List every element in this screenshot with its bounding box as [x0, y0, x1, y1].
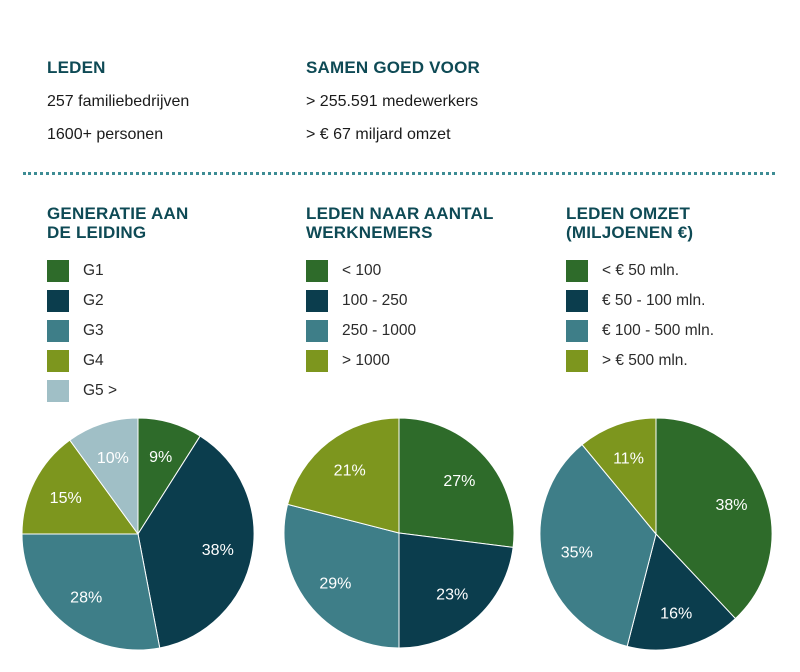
legend-label: G4: [83, 352, 104, 369]
legend-label: > 1000: [342, 352, 390, 369]
pie-slice: [539, 443, 657, 647]
pie-slice-label: 23%: [436, 586, 468, 603]
leden-stat-companies: 257 familiebedrijven: [47, 93, 190, 110]
pie-slice-label: 28%: [70, 590, 102, 607]
legend-swatch: [566, 320, 588, 342]
legend-label: G5 >: [83, 382, 118, 399]
legend-label: € 100 - 500 mln.: [602, 322, 715, 339]
legend-swatch: [47, 260, 69, 282]
pie-slice: [398, 532, 514, 649]
chart-title-omzet: LEDEN OMZET (MILJOENEN €): [566, 204, 693, 242]
pie-slice: [69, 417, 139, 536]
pie-slice: [21, 533, 161, 651]
pie-slice: [21, 439, 139, 535]
pie-chart-generatie: 9% 38% 28% 15% 10%: [21, 417, 255, 651]
legend-label: G2: [83, 292, 104, 309]
leden-stat-persons: 1600+ personen: [47, 126, 164, 143]
legend-label: 100 - 250: [342, 292, 408, 309]
legend-item: € 100 - 500 mln.: [566, 316, 714, 346]
chart-title-generatie: GENERATIE AAN DE LEIDING: [47, 204, 188, 242]
pie-slice: [655, 417, 773, 620]
pie-chart-werknemers: 27% 23% 29% 21%: [283, 417, 515, 649]
legend-label: < 100: [342, 262, 382, 279]
pie-slice: [137, 435, 255, 649]
pie-slice-label: 9%: [149, 449, 172, 466]
legend-swatch: [47, 290, 69, 312]
legend-item: € 50 - 100 mln.: [566, 286, 714, 316]
dotted-divider: [23, 172, 775, 175]
chart-title-line: DE LEIDING: [47, 223, 147, 242]
leden-heading: LEDEN: [47, 58, 106, 77]
pie-slice: [626, 532, 737, 651]
legend-label: G1: [83, 262, 104, 279]
legend-label: > € 500 mln.: [602, 352, 688, 369]
chart-title-line: WERKNEMERS: [306, 223, 433, 242]
chart-title-line: GENERATIE AAN: [47, 204, 189, 223]
samen-heading: SAMEN GOED VOOR: [306, 58, 480, 77]
pie-slice-label: 38%: [715, 497, 747, 514]
pie-slice-label: 29%: [319, 575, 351, 592]
pie-slice: [581, 417, 657, 536]
legend-swatch: [306, 320, 328, 342]
samen-stat-employees: > 255.591 medewerkers: [306, 93, 479, 110]
legend-item: G1: [47, 256, 117, 286]
legend-swatch: [566, 350, 588, 372]
legend-swatch: [47, 350, 69, 372]
pie-slice-label: 11%: [613, 451, 644, 468]
pie-slice-label: 21%: [334, 462, 366, 479]
legend-item: 250 - 1000: [306, 316, 416, 346]
pie-slice-label: 10%: [97, 450, 129, 467]
legend-item: > 1000: [306, 346, 416, 376]
legend-swatch: [566, 290, 588, 312]
legend-omzet: < € 50 mln. € 50 - 100 mln. € 100 - 500 ml…: [566, 256, 714, 376]
pie-slice-label: 15%: [50, 490, 82, 507]
pie-slice: [283, 503, 400, 649]
legend-item: > € 500 mln.: [566, 346, 714, 376]
legend-item: G4: [47, 346, 117, 376]
chart-title-line: LEDEN OMZET: [566, 204, 691, 223]
legend-generatie: G1 G2 G3 G4 G5 >: [47, 256, 117, 406]
legend-item: G3: [47, 316, 117, 346]
chart-title-line: (MILJOENEN €): [566, 223, 694, 242]
samen-stat-revenue: > € 67 miljard omzet: [306, 126, 451, 143]
pie-chart-omzet: 38% 16% 35% 11%: [539, 417, 773, 651]
legend-label: G3: [83, 322, 104, 339]
pie-slice-label: 38%: [202, 542, 234, 559]
legend-swatch: [306, 350, 328, 372]
legend-swatch: [306, 260, 328, 282]
pie-slice-label: 35%: [561, 545, 593, 562]
legend-label: € 50 - 100 mln.: [602, 292, 706, 309]
chart-title-line: LEDEN NAAR AANTAL: [306, 204, 494, 223]
legend-item: < € 50 mln.: [566, 256, 714, 286]
legend-swatch: [47, 320, 69, 342]
pie-slice-label: 16%: [660, 606, 692, 623]
chart-title-werknemers: LEDEN NAAR AANTAL WERKNEMERS: [306, 204, 494, 242]
pie-slice-label: 27%: [443, 473, 475, 490]
legend-swatch: [306, 290, 328, 312]
legend-swatch: [47, 380, 69, 402]
legend-label: 250 - 1000: [342, 322, 417, 339]
pie-slice: [398, 417, 515, 548]
legend-werknemers: < 100 100 - 250 250 - 1000 > 1000: [306, 256, 416, 376]
legend-label: < € 50 mln.: [602, 262, 680, 279]
legend-item: 100 - 250: [306, 286, 416, 316]
legend-item: < 100: [306, 256, 416, 286]
legend-swatch: [566, 260, 588, 282]
legend-item: G5 >: [47, 376, 117, 406]
legend-item: G2: [47, 286, 117, 316]
pie-slice: [287, 417, 400, 534]
